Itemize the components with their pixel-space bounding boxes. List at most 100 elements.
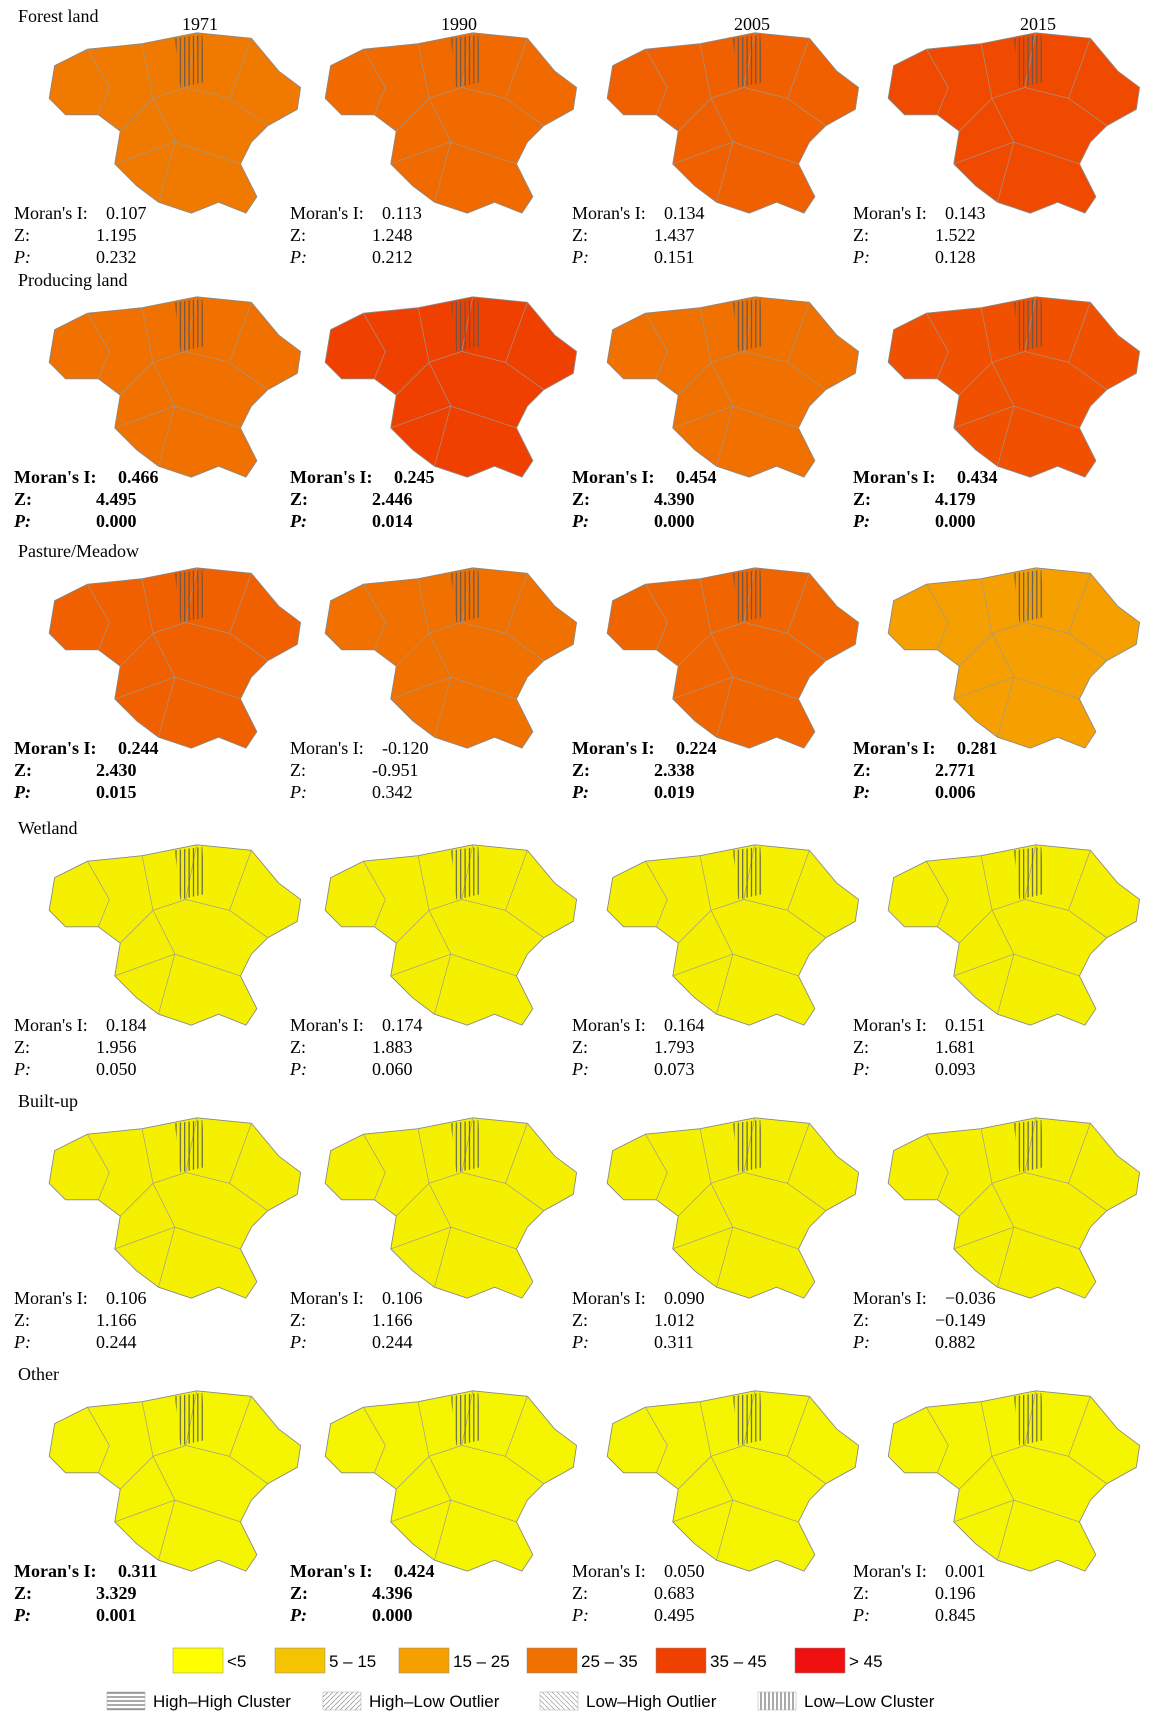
region-fill <box>325 33 576 213</box>
z-value: 0.196 <box>935 1583 976 1603</box>
p-value: 0.019 <box>654 782 695 802</box>
region-fill <box>325 568 576 748</box>
z-value: 1.793 <box>654 1037 695 1057</box>
legend-label: 5 – 15 <box>329 1652 376 1671</box>
moran-label: Moran's I: <box>572 203 646 223</box>
z-label: Z: <box>290 760 306 780</box>
moran-label: Moran's I: <box>853 1561 927 1581</box>
moran-label: Moran's I: <box>290 203 364 223</box>
map <box>888 845 1139 1025</box>
p-value: 0.845 <box>935 1605 976 1625</box>
z-value: 1.248 <box>372 225 413 245</box>
row-label: Forest land <box>18 6 99 26</box>
p-value: 0.232 <box>96 247 137 267</box>
p-label: P: <box>571 1332 589 1352</box>
map <box>325 1391 576 1571</box>
z-value: 4.390 <box>654 489 695 509</box>
map <box>607 568 858 748</box>
moran-label: Moran's I: <box>572 1015 646 1035</box>
z-value: 4.495 <box>96 489 137 509</box>
p-label: P: <box>13 1605 31 1625</box>
z-label: Z: <box>290 1037 306 1057</box>
p-value: 0.060 <box>372 1059 413 1079</box>
map <box>49 1391 300 1571</box>
moran-label: Moran's I: <box>853 1015 927 1035</box>
legend-swatch <box>795 1648 845 1673</box>
legend-pattern-label: High–Low Outlier <box>369 1692 500 1711</box>
z-value: 1.956 <box>96 1037 137 1057</box>
z-label: Z: <box>572 1037 588 1057</box>
z-value: 2.446 <box>372 489 413 509</box>
moran-value: 0.454 <box>676 467 717 487</box>
map <box>49 297 300 477</box>
p-value: 0.244 <box>96 1332 137 1352</box>
region-fill <box>49 297 300 477</box>
region-fill <box>607 568 858 748</box>
moran-label: Moran's I: <box>572 738 655 758</box>
region-fill <box>888 1391 1139 1571</box>
moran-value: 0.090 <box>664 1288 705 1308</box>
moran-label: Moran's I: <box>290 1015 364 1035</box>
region-fill <box>888 568 1139 748</box>
legend-label: 15 – 25 <box>453 1652 510 1671</box>
map <box>607 845 858 1025</box>
z-label: Z: <box>14 225 30 245</box>
legend-label: <5 <box>227 1652 246 1671</box>
moran-label: Moran's I: <box>572 467 655 487</box>
moran-label: Moran's I: <box>853 738 936 758</box>
map <box>888 1391 1139 1571</box>
moran-label: Moran's I: <box>14 1015 88 1035</box>
year-label: 1971 <box>182 14 218 34</box>
map <box>325 568 576 748</box>
z-label: Z: <box>853 1310 869 1330</box>
moran-value: 0.466 <box>118 467 159 487</box>
p-label: P: <box>289 782 307 802</box>
row-label: Producing land <box>18 270 128 290</box>
region-fill <box>888 1118 1139 1298</box>
moran-label: Moran's I: <box>853 467 936 487</box>
z-value: −0.149 <box>935 1310 986 1330</box>
moran-value: 0.143 <box>945 203 986 223</box>
z-value: 2.430 <box>96 760 137 780</box>
moran-label: Moran's I: <box>572 1288 646 1308</box>
p-label: P: <box>13 1059 31 1079</box>
legend-label: 35 – 45 <box>710 1652 767 1671</box>
page: {"years": ["1971", "1990", "2005", "2015… <box>0 0 1158 1715</box>
p-label: P: <box>852 1332 870 1352</box>
map <box>49 1118 300 1298</box>
z-label: Z: <box>290 489 308 509</box>
z-label: Z: <box>853 1037 869 1057</box>
z-label: Z: <box>853 489 871 509</box>
row-label: Pasture/Meadow <box>18 541 139 561</box>
p-value: 0.000 <box>654 511 695 531</box>
moran-value: 0.281 <box>957 738 998 758</box>
moran-value: 0.106 <box>382 1288 423 1308</box>
p-label: P: <box>13 247 31 267</box>
region-fill <box>49 1118 300 1298</box>
legend-label: > 45 <box>849 1652 883 1671</box>
z-value: 1.195 <box>96 225 137 245</box>
p-label: P: <box>852 1605 870 1625</box>
region-fill <box>325 297 576 477</box>
legend-pattern-label: High–High Cluster <box>153 1692 291 1711</box>
legend-pattern-label: Low–High Outlier <box>586 1692 717 1711</box>
legend-swatch <box>656 1648 706 1673</box>
p-label: P: <box>571 1605 589 1625</box>
legend-label: 25 – 35 <box>581 1652 638 1671</box>
figure: 1971199020052015Forest landMoran's I:0.1… <box>0 0 1158 1715</box>
legend-pattern <box>758 1692 796 1710</box>
p-value: 0.151 <box>654 247 695 267</box>
z-label: Z: <box>14 1310 30 1330</box>
p-label: P: <box>13 511 31 531</box>
legend-swatch <box>527 1648 577 1673</box>
p-value: 0.128 <box>935 247 976 267</box>
z-value: 3.329 <box>96 1583 137 1603</box>
map <box>607 297 858 477</box>
year-label: 2015 <box>1020 14 1056 34</box>
region-fill <box>325 845 576 1025</box>
p-value: 0.093 <box>935 1059 976 1079</box>
moran-value: 0.184 <box>106 1015 147 1035</box>
moran-value: 0.164 <box>664 1015 705 1035</box>
z-value: 1.166 <box>372 1310 413 1330</box>
z-label: Z: <box>290 225 306 245</box>
